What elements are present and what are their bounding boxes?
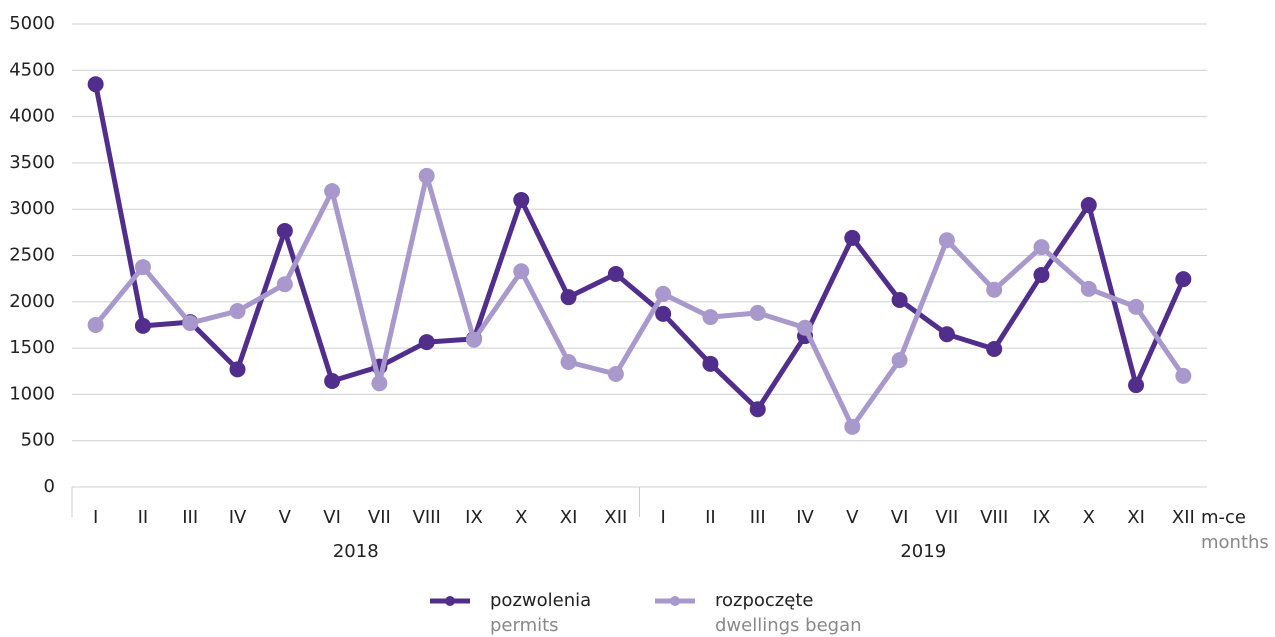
x-tick-label: XI [1127,507,1145,528]
series-point [1080,280,1097,297]
x-tick-label: V [846,507,859,528]
x-tick-label: XI [560,507,578,528]
x-tick-label: II [705,507,716,528]
series-point [87,76,104,93]
series-point [276,222,293,239]
series-point [1033,266,1050,283]
y-tick-label: 5000 [9,13,55,34]
series-point [229,303,246,320]
series-point [749,401,766,418]
series-point [797,319,814,336]
series-point [465,331,482,348]
series-point [134,259,151,276]
legend-label-en: dwellings began [715,615,862,636]
series-point [324,372,341,389]
x-tick-label: X [515,507,527,528]
x-axis-label-en: months [1201,532,1269,553]
series-point [655,305,672,322]
x-tick-label: XII [604,507,627,528]
series-point [560,289,577,306]
series-point [276,276,293,293]
y-tick-label: 4000 [9,106,55,127]
series-point [324,183,341,200]
series-point [418,167,435,184]
legend-marker [445,596,455,606]
series-point [607,266,624,283]
series-point [938,326,955,343]
legend-marker [670,596,680,606]
x-tick-label: III [750,507,766,528]
series-point [986,281,1003,298]
series-point [1033,239,1050,256]
series-point [513,263,530,280]
x-axis-label: m-ce [1201,507,1246,528]
x-tick-label: VII [368,507,391,528]
series-point [1175,271,1192,288]
series-point [702,355,719,372]
x-tick-label: VI [891,507,909,528]
series-point [1175,367,1192,384]
x-tick-label: I [93,507,98,528]
y-tick-label: 1500 [9,337,55,358]
series-point [749,304,766,321]
legend-label: rozpoczęte [715,590,813,611]
series-point [844,229,861,246]
series-point [655,285,672,302]
legend-label-en: permits [490,615,559,636]
series-point [1080,197,1097,214]
series-point [513,191,530,208]
x-tick-label: IV [796,507,814,528]
series-point [229,361,246,378]
series-point [182,315,199,332]
series-point [607,366,624,383]
x-tick-label: II [138,507,149,528]
y-tick-label: 500 [21,430,55,451]
x-tick-label: IV [229,507,247,528]
y-tick-label: 4500 [9,59,55,80]
x-tick-label: XII [1172,507,1195,528]
x-tick-label: IX [465,507,483,528]
series-line [93,173,1186,430]
x-tick-label: V [279,507,292,528]
year-label: 2018 [333,541,379,562]
series-line [93,83,1186,412]
series-point [1128,377,1145,394]
series-point [891,291,908,308]
x-tick-label: VII [935,507,958,528]
series-point [418,334,435,351]
y-tick-label: 3000 [9,198,55,219]
x-tick-label: VIII [413,507,441,528]
y-tick-label: 0 [44,476,55,497]
series-point [1128,298,1145,315]
x-tick-label: IX [1033,507,1051,528]
y-tick-label: 3500 [9,152,55,173]
series-point [938,232,955,249]
y-tick-label: 1000 [9,383,55,404]
series-point [702,309,719,326]
series-point [844,418,861,435]
series-point [134,317,151,334]
series-point [87,316,104,333]
series-point [560,353,577,370]
series-point [986,341,1003,358]
x-tick-label: III [182,507,198,528]
legend-label: pozwolenia [490,590,591,611]
x-tick-label: X [1083,507,1095,528]
series-point [891,352,908,369]
y-tick-label: 2000 [9,291,55,312]
x-tick-label: VI [323,507,341,528]
x-tick-label: I [660,507,665,528]
x-tick-label: VIII [980,507,1008,528]
year-label: 2019 [900,541,946,562]
y-tick-label: 2500 [9,245,55,266]
series-point [371,375,388,392]
